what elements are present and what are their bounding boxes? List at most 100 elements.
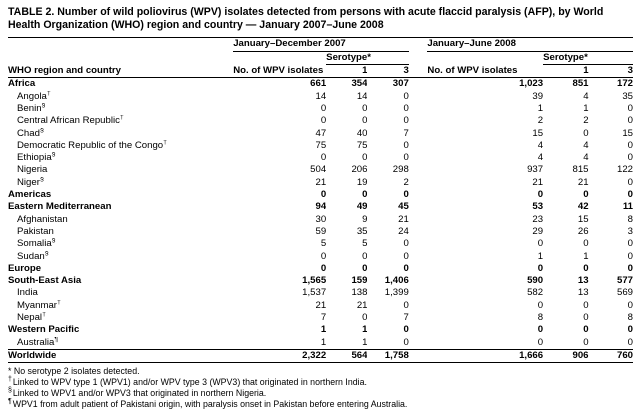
footnote-marker: † bbox=[8, 376, 12, 384]
row-label: Somalia§ bbox=[17, 238, 56, 250]
cell-isolates-2008: 29 bbox=[532, 225, 544, 237]
footnote-marker: † bbox=[119, 115, 124, 122]
gap-cell bbox=[409, 251, 428, 263]
row-label: Benin§ bbox=[17, 102, 46, 114]
gap-cell bbox=[409, 115, 428, 127]
cell-serotype3-2008: 569 bbox=[616, 287, 633, 299]
row-label: Ethiopia§ bbox=[17, 152, 56, 164]
cell-serotype1-2007: 138 bbox=[351, 287, 368, 299]
cell-serotype3-2007: 24 bbox=[398, 225, 409, 237]
row-label: Sudan§ bbox=[17, 250, 49, 262]
cell-serotype3-2007: 307 bbox=[392, 78, 409, 90]
gap-cell bbox=[409, 226, 428, 238]
table-row: Western Pacific 1 1 0 0 0 0 bbox=[8, 324, 633, 336]
cell-serotype3-2007: 1,758 bbox=[367, 348, 409, 363]
gap-cell bbox=[409, 189, 428, 201]
cell-serotype1-2008: 0 bbox=[583, 299, 589, 311]
cell-isolates-2007: 504 bbox=[310, 164, 327, 176]
row-label: Democratic Republic of the Congo† bbox=[17, 139, 168, 151]
table-row: Africa 661 354 307 1,023 851 172 bbox=[8, 78, 633, 91]
footnote-marker: § bbox=[44, 250, 49, 257]
table-row: Democratic Republic of the Congo† 75 75 0 4 4… bbox=[8, 140, 633, 152]
table-row: Sudan§ 0 0 0 1 1 0 bbox=[8, 251, 633, 263]
cell-serotype1-2007: 159 bbox=[351, 275, 368, 287]
cell-isolates-2008: 582 bbox=[527, 287, 544, 299]
row-label: Niger§ bbox=[17, 176, 44, 188]
cell-serotype3-2007: 7 bbox=[403, 127, 409, 139]
gap-cell bbox=[409, 214, 428, 226]
cell-isolates-2007: 14 bbox=[315, 90, 327, 102]
footnote-marker: † bbox=[42, 312, 46, 318]
spacer-2007 bbox=[233, 51, 326, 64]
cell-isolates-2008: 4 bbox=[537, 152, 544, 164]
cell-serotype1-2008: 13 bbox=[577, 275, 589, 287]
footnote-marker: † bbox=[56, 299, 61, 306]
cell-isolates-2007: 1 bbox=[320, 324, 327, 336]
cell-serotype1-2008: 0 bbox=[583, 312, 589, 323]
table-row: Ethiopia§ 0 0 0 4 4 0 bbox=[8, 152, 633, 164]
cell-serotype1-2008: 815 bbox=[572, 164, 589, 176]
cell-serotype3-2007: 7 bbox=[403, 312, 409, 323]
cell-serotype3-2008: 15 bbox=[622, 127, 633, 139]
table-row: Americas 0 0 0 0 0 0 bbox=[8, 189, 633, 201]
cell-isolates-2007: 5 bbox=[320, 238, 327, 250]
cell-serotype3-2008: 172 bbox=[616, 78, 633, 90]
serotype-header-2008: Serotype* bbox=[543, 51, 633, 66]
cell-serotype1-2008: 2 bbox=[583, 115, 589, 127]
table-row: Afghanistan 30 9 21 23 15 8 bbox=[8, 214, 633, 226]
serotype-header-2007: Serotype* bbox=[326, 51, 409, 66]
table-row: Pakistan 59 35 24 29 26 3 bbox=[8, 226, 633, 238]
gap-cell bbox=[409, 140, 428, 152]
cell-serotype1-2007: 0 bbox=[362, 189, 368, 201]
cell-isolates-2008: 937 bbox=[527, 164, 544, 176]
row-label: Nigeria bbox=[17, 164, 48, 176]
cell-serotype1-2007: 21 bbox=[356, 299, 368, 311]
cell-serotype1-2007: 354 bbox=[351, 78, 368, 90]
row-label: Americas bbox=[8, 189, 52, 201]
cell-serotype1-2008: 0 bbox=[583, 336, 589, 348]
gap-cell bbox=[409, 201, 428, 213]
table-row: Europe 0 0 0 0 0 0 bbox=[8, 263, 633, 275]
gap-cell bbox=[408, 348, 428, 363]
footnote: ¶WPV1 from adult patient of Pakistani or… bbox=[8, 397, 408, 409]
header-columns-row: No. of WPV isolates 1 3 No. of WPV isola… bbox=[8, 64, 633, 79]
cell-serotype1-2008: 0 bbox=[583, 238, 589, 250]
cell-serotype3-2008: 577 bbox=[616, 275, 633, 287]
cell-serotype1-2007: 0 bbox=[362, 102, 368, 114]
cell-serotype3-2007: 0 bbox=[403, 336, 409, 348]
footnote-marker: § bbox=[8, 386, 12, 394]
gap-cell bbox=[409, 312, 428, 324]
cell-serotype3-2008: 0 bbox=[627, 115, 633, 127]
cell-isolates-2008: 4 bbox=[537, 139, 544, 151]
cell-serotype3-2007: 298 bbox=[392, 164, 409, 176]
isolates-header-2007: No. of WPV isolates bbox=[233, 64, 327, 79]
footnotes: * No serotype 2 isolates detected. †Linke… bbox=[8, 366, 633, 409]
row-label: Nepal† bbox=[17, 312, 46, 323]
cell-serotype1-2007: 0 bbox=[362, 115, 368, 127]
cell-serotype3-2008: 0 bbox=[627, 238, 633, 250]
gap-cell bbox=[409, 177, 428, 189]
cell-isolates-2008: 0 bbox=[537, 262, 544, 274]
cell-isolates-2008: 0 bbox=[537, 189, 544, 201]
cell-serotype1-2008: 4 bbox=[583, 139, 589, 151]
gap-cell bbox=[409, 337, 428, 350]
row-label: Africa bbox=[8, 78, 36, 90]
cell-serotype3-2008: 8 bbox=[627, 213, 633, 225]
cell-isolates-2008: 590 bbox=[527, 275, 544, 287]
serotype1-header-2008: 1 bbox=[543, 64, 589, 79]
cell-serotype1-2007: 19 bbox=[356, 176, 368, 188]
gap-cell bbox=[409, 275, 428, 287]
col-group-2007: January–December 2007 bbox=[233, 37, 409, 52]
gap-cell bbox=[409, 78, 428, 91]
table-row: Nigeria 504 206 298 937 815 122 bbox=[8, 164, 633, 176]
cell-serotype3-2007: 21 bbox=[398, 213, 409, 225]
footnote: * No serotype 2 isolates detected. bbox=[8, 366, 140, 377]
cell-serotype3-2008: 0 bbox=[627, 176, 633, 188]
cell-isolates-2007: 0 bbox=[320, 262, 327, 274]
cell-serotype3-2007: 0 bbox=[403, 139, 409, 151]
serotype3-header-2007: 3 bbox=[367, 64, 409, 79]
footnote-marker: § bbox=[41, 102, 46, 109]
table-row: Benin§ 0 0 0 1 1 0 bbox=[8, 103, 633, 115]
table-row: Myanmar† 21 21 0 0 0 0 bbox=[8, 300, 633, 312]
cell-serotype1-2008: 906 bbox=[543, 348, 589, 363]
